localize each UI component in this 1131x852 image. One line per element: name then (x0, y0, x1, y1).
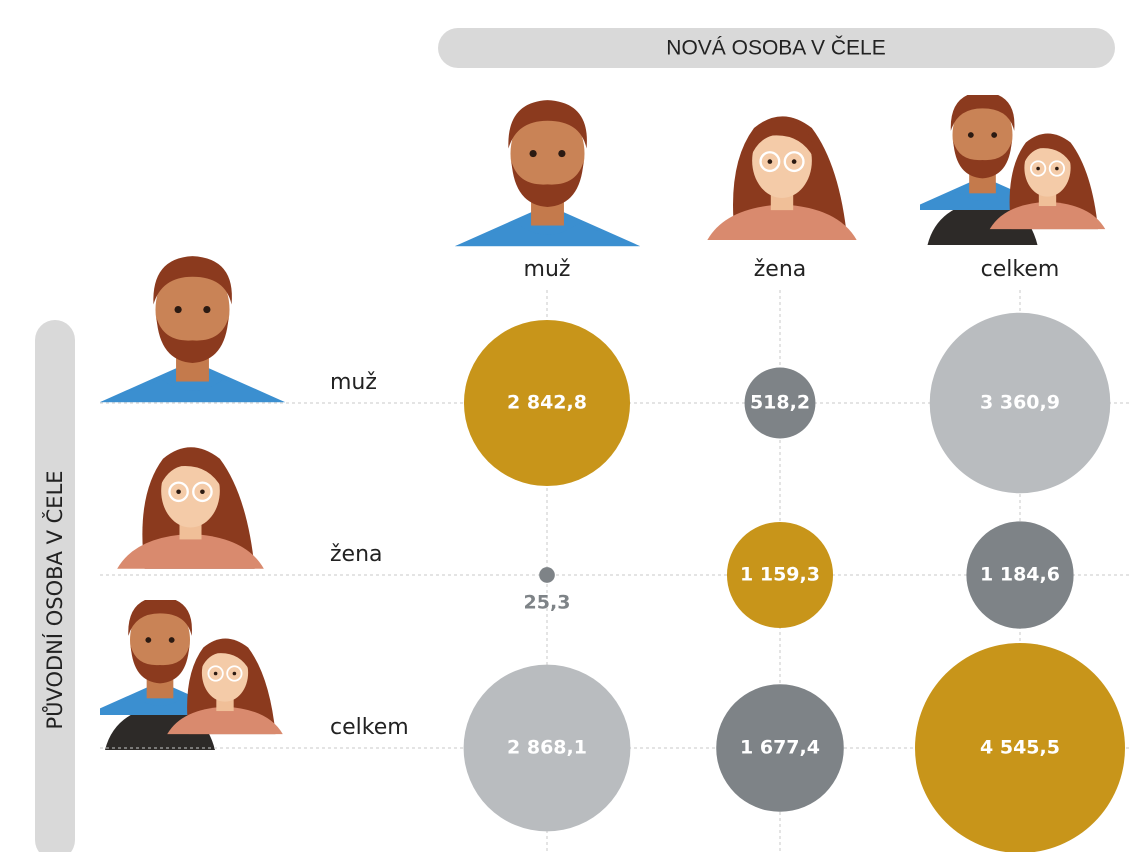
bubble (539, 567, 555, 583)
value-label: 2 842,8 (507, 392, 587, 414)
row-label: žena (330, 542, 383, 567)
value-label: 4 545,5 (980, 737, 1060, 759)
column-label: žena (754, 257, 807, 282)
value-label: 2 868,1 (507, 737, 587, 759)
row-label: celkem (330, 715, 409, 740)
icon-couple (85, 597, 283, 750)
value-label: 25,3 (524, 591, 571, 613)
value-label: 518,2 (750, 392, 810, 414)
icon-couple (908, 92, 1106, 245)
row-label: muž (330, 370, 377, 395)
icon-woman (707, 116, 856, 240)
icon-woman (117, 447, 264, 568)
column-header: NOVÁ OSOBA V ČELE (666, 37, 885, 60)
column-label: muž (524, 257, 571, 282)
icon-man (455, 100, 640, 246)
column-label: celkem (981, 257, 1060, 282)
value-label: 3 360,9 (980, 392, 1060, 414)
value-label: 1 159,3 (740, 564, 820, 586)
value-label: 1 677,4 (740, 737, 820, 759)
row-header: PŮVODNÍ OSOBA V ČELE (41, 470, 67, 729)
icon-man (100, 256, 285, 402)
value-label: 1 184,6 (980, 564, 1060, 586)
chart: NOVÁ OSOBA V ČELE PŮVODNÍ OSOBA V ČELE m… (0, 0, 1131, 852)
